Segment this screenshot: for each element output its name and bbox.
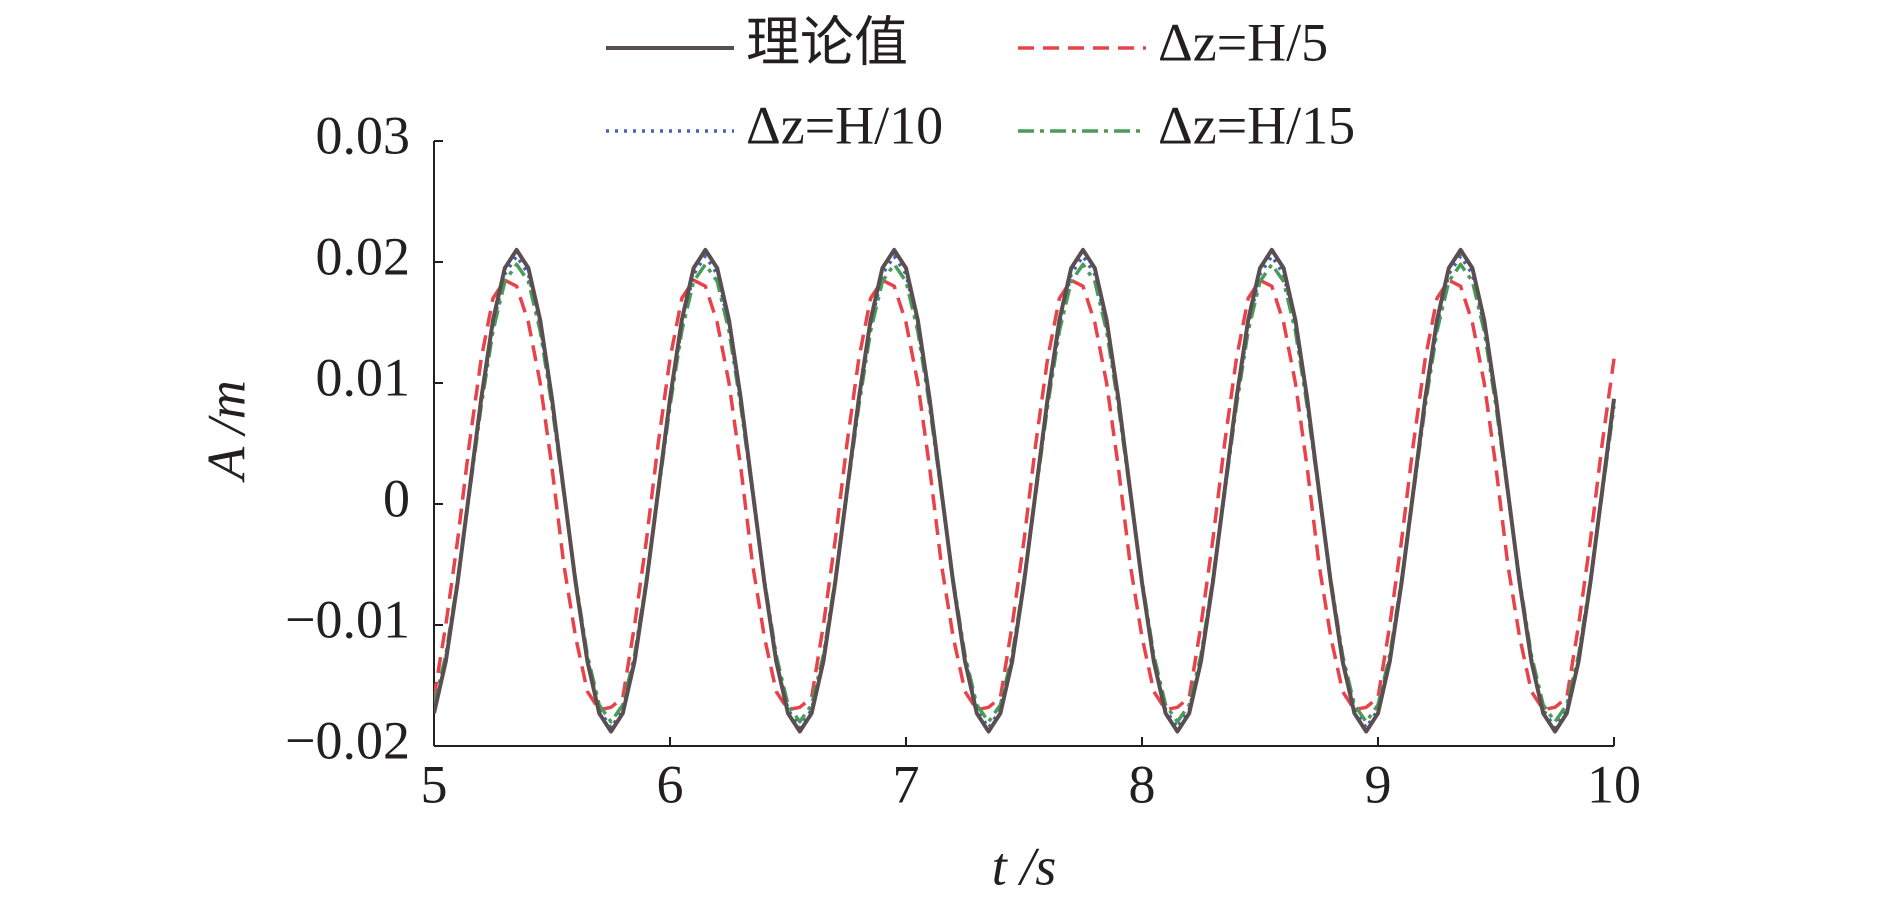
series-line xyxy=(434,278,1616,712)
legend-label: Δz=H/15 xyxy=(1158,95,1355,155)
y-tick-label: 0.01 xyxy=(316,347,411,407)
x-tick-label: 5 xyxy=(421,754,448,814)
y-tick-label: 0.02 xyxy=(316,226,411,286)
x-tick-label: 10 xyxy=(1587,754,1641,814)
x-axis-label: t /s xyxy=(992,836,1057,896)
series-line xyxy=(434,247,1616,734)
y-tick-label: −0.02 xyxy=(285,710,410,770)
legend-label: Δz=H/10 xyxy=(746,95,943,155)
x-tick-label: 7 xyxy=(893,754,920,814)
x-tick-label: 8 xyxy=(1129,754,1156,814)
x-tick-label: 6 xyxy=(657,754,684,814)
y-tick-label: 0 xyxy=(383,468,410,528)
legend-label: Δz=H/5 xyxy=(1158,12,1328,72)
y-tick-label: 0.03 xyxy=(316,105,411,165)
y-axis-label: A /m xyxy=(196,380,256,483)
y-tick-label: −0.01 xyxy=(285,589,410,649)
x-tick-label: 9 xyxy=(1365,754,1392,814)
legend-label: 理论值 xyxy=(746,12,908,72)
